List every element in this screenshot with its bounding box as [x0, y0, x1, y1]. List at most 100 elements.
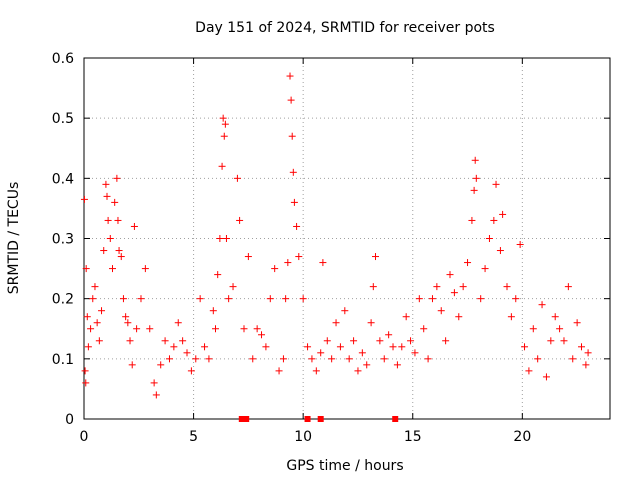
- data-point: [503, 283, 511, 291]
- data-point: [428, 295, 436, 303]
- data-point: [266, 295, 274, 303]
- data-point: [323, 337, 331, 345]
- data-point: [192, 355, 200, 363]
- data-point: [253, 325, 261, 333]
- data-point: [157, 361, 165, 369]
- data-point: [332, 319, 340, 327]
- data-point: [98, 307, 106, 315]
- data-point: [525, 367, 533, 375]
- y-tick-label: 0.3: [52, 232, 74, 248]
- data-point: [240, 325, 248, 333]
- data-point: [87, 325, 95, 333]
- data-point: [529, 325, 537, 333]
- data-point: [103, 192, 111, 200]
- data-point: [578, 343, 586, 351]
- data-point: [117, 253, 125, 261]
- data-point: [295, 253, 303, 261]
- data-point: [308, 355, 316, 363]
- data-point: [521, 343, 529, 351]
- data-point: [380, 355, 388, 363]
- data-point: [289, 168, 297, 176]
- data-point: [89, 295, 97, 303]
- x-tick-label: 5: [189, 429, 198, 445]
- data-point: [128, 361, 136, 369]
- data-point: [538, 301, 546, 309]
- data-point: [490, 216, 498, 224]
- data-points: [80, 72, 592, 422]
- x-axis-label: GPS time / hours: [286, 458, 403, 474]
- data-point: [411, 349, 419, 357]
- data-point: [137, 295, 145, 303]
- data-point: [354, 367, 362, 375]
- data-point: [219, 114, 227, 122]
- data-point: [450, 289, 458, 297]
- data-point: [233, 174, 241, 182]
- data-point: [516, 241, 524, 249]
- data-point: [122, 313, 130, 321]
- data-point: [345, 355, 353, 363]
- x-tick-label: 0: [80, 429, 89, 445]
- data-point: [569, 355, 577, 363]
- data-point: [218, 162, 226, 170]
- data-point: [126, 337, 134, 345]
- data-point: [547, 337, 555, 345]
- data-point: [512, 295, 520, 303]
- data-point: [221, 120, 229, 128]
- data-point: [492, 180, 500, 188]
- data-point: [236, 216, 244, 224]
- data-point: [146, 325, 154, 333]
- data-point: [464, 259, 472, 267]
- ticks: [83, 57, 610, 420]
- data-point: [286, 72, 294, 80]
- data-point: [393, 361, 401, 369]
- data-point: [385, 331, 393, 339]
- data-point: [220, 132, 228, 140]
- x-tick-label: 10: [294, 429, 312, 445]
- data-point: [293, 222, 301, 230]
- y-tick-label: 0.4: [52, 171, 74, 187]
- data-point: [481, 265, 489, 273]
- y-tick-label: 0.5: [52, 111, 74, 127]
- data-point: [442, 337, 450, 345]
- data-point: [174, 319, 182, 327]
- data-point: [468, 216, 476, 224]
- chart-title: Day 151 of 2024, SRMTID for receiver pot…: [195, 20, 495, 36]
- data-point: [249, 355, 257, 363]
- data-point: [209, 307, 217, 315]
- data-point: [80, 195, 88, 203]
- data-point: [336, 343, 344, 351]
- data-point: [95, 337, 103, 345]
- data-point: [91, 283, 99, 291]
- data-point: [507, 313, 515, 321]
- data-point: [84, 343, 92, 351]
- data-point: [560, 337, 568, 345]
- data-point: [108, 265, 116, 273]
- data-point: [358, 349, 366, 357]
- data-point: [113, 174, 121, 182]
- data-point: [279, 355, 287, 363]
- data-point: [472, 174, 480, 182]
- data-point: [100, 247, 108, 255]
- data-point: [402, 313, 410, 321]
- data-point: [485, 235, 493, 242]
- data-point: [455, 313, 463, 321]
- data-point: [214, 271, 222, 279]
- x-tick-label: 15: [404, 429, 422, 445]
- data-point: [446, 271, 454, 279]
- data-point: [114, 216, 122, 224]
- data-point: [130, 222, 138, 230]
- data-point: [201, 343, 209, 351]
- data-point: [216, 235, 224, 242]
- data-point: [312, 367, 320, 375]
- data-point: [258, 331, 266, 339]
- data-point: [179, 337, 187, 345]
- data-point: [556, 325, 564, 333]
- data-point: [367, 319, 375, 327]
- data-point: [499, 210, 507, 218]
- data-point: [496, 247, 504, 255]
- data-point: [341, 307, 349, 315]
- data-point: [299, 295, 307, 303]
- data-point: [369, 283, 377, 291]
- data-point: [470, 186, 478, 194]
